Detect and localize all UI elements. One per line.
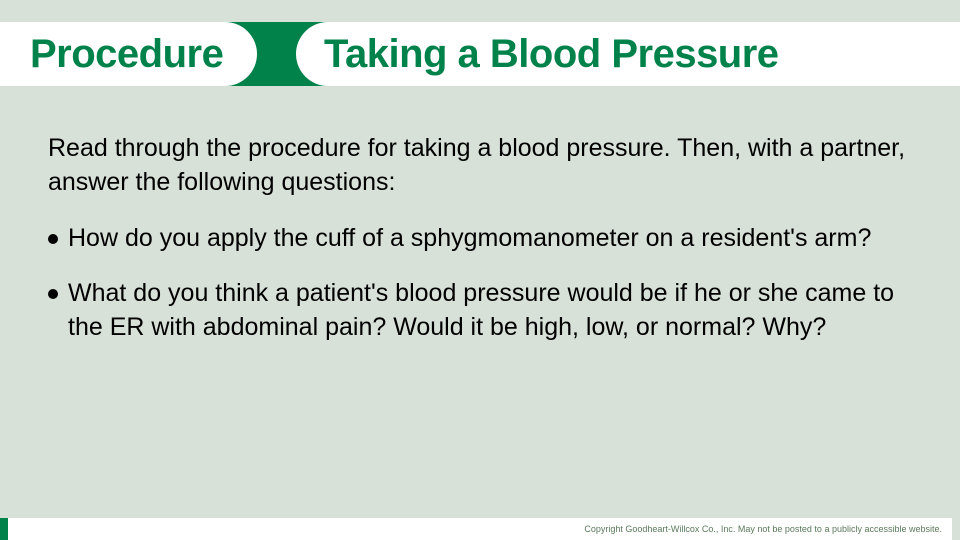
- bullet-dot-icon: [48, 234, 58, 244]
- slide-title: Taking a Blood Pressure: [324, 32, 779, 77]
- slide-label-pill: Procedure: [0, 22, 257, 86]
- bullet-item: How do you apply the cuff of a sphygmoma…: [48, 222, 912, 256]
- intro-text: Read through the procedure for taking a …: [48, 132, 912, 200]
- bullet-text: What do you think a patient's blood pres…: [68, 277, 912, 345]
- slide-body: Read through the procedure for taking a …: [48, 132, 912, 367]
- slide-title-pill: Taking a Blood Pressure: [296, 22, 960, 86]
- slide-label: Procedure: [30, 32, 223, 77]
- bullet-item: What do you think a patient's blood pres…: [48, 277, 912, 345]
- footer-accent-strip: [0, 518, 8, 540]
- slide: Procedure Taking a Blood Pressure Read t…: [0, 0, 960, 540]
- bullet-text: How do you apply the cuff of a sphygmoma…: [68, 222, 871, 256]
- bullet-dot-icon: [48, 289, 58, 299]
- copyright-text: Copyright Goodheart-Willcox Co., Inc. Ma…: [584, 524, 942, 534]
- footer-bar: Copyright Goodheart-Willcox Co., Inc. Ma…: [8, 518, 952, 540]
